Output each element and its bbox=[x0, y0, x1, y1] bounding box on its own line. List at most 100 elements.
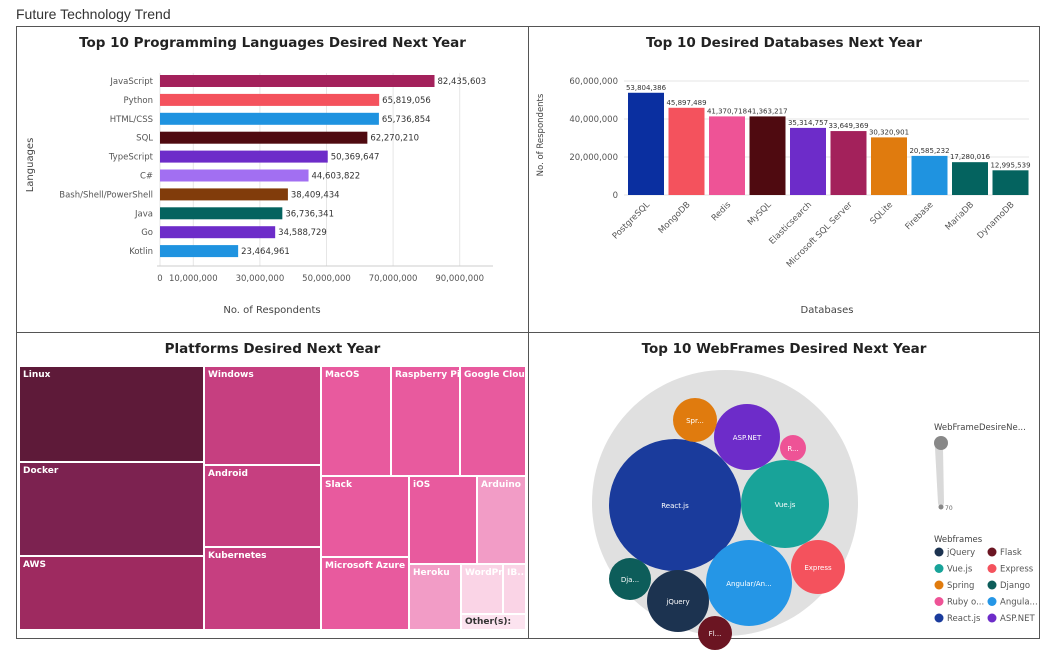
treemap-tile-linux[interactable]: Linux bbox=[19, 366, 204, 462]
data-label: 65,736,854 bbox=[382, 115, 431, 125]
legend-label[interactable]: Spring bbox=[947, 581, 974, 591]
legend-swatch bbox=[934, 613, 944, 623]
y-tick-label: Java bbox=[134, 209, 153, 219]
bar[interactable] bbox=[628, 92, 664, 195]
y-axis-title: No. of Respondents bbox=[536, 93, 546, 176]
treemap-label: Other(s): bbox=[465, 617, 512, 627]
treemap-label: IB... bbox=[507, 568, 526, 578]
platforms-panel: Platforms Desired Next Year Linux Docker… bbox=[17, 333, 529, 638]
bar[interactable] bbox=[992, 170, 1029, 195]
legend-label[interactable]: Ruby o... bbox=[947, 598, 984, 608]
bar[interactable] bbox=[160, 188, 288, 201]
data-label: 23,464,961 bbox=[241, 247, 290, 257]
treemap-tile-android[interactable]: Android bbox=[204, 465, 321, 547]
legend-label[interactable]: jQuery bbox=[946, 548, 975, 558]
x-tick-label: 70,000,000 bbox=[369, 274, 418, 284]
databases-panel: Top 10 Desired Databases Next Year 0 20,0… bbox=[529, 27, 1039, 333]
bar[interactable] bbox=[668, 107, 705, 195]
languages-panel: Top 10 Programming Languages Desired Nex… bbox=[17, 27, 529, 333]
bar[interactable] bbox=[160, 245, 239, 258]
bubble-label: Fl... bbox=[709, 630, 722, 638]
bubble-label: Angular/An... bbox=[726, 580, 771, 588]
data-label: 62,270,210 bbox=[370, 134, 419, 144]
treemap-label: Kubernetes bbox=[208, 551, 267, 561]
x-tick-label: 30,000,000 bbox=[236, 274, 285, 284]
bar[interactable] bbox=[911, 155, 948, 195]
y-tick-label: Kotlin bbox=[129, 247, 153, 257]
bar[interactable] bbox=[749, 116, 786, 195]
y-tick-label: C# bbox=[140, 172, 153, 182]
bubble-aspnet[interactable] bbox=[714, 404, 780, 470]
bar[interactable] bbox=[790, 127, 826, 195]
bubble-label: Spr... bbox=[686, 417, 704, 425]
treemap-tile-kubernetes[interactable]: Kubernetes bbox=[204, 547, 321, 630]
legend-label[interactable]: ASP.NET bbox=[1000, 614, 1035, 624]
treemap-tile-ibm[interactable]: IB... bbox=[503, 564, 526, 614]
size-legend-max-marker bbox=[934, 436, 948, 450]
treemap-tile-windows[interactable]: Windows bbox=[204, 366, 321, 465]
treemap-label: AWS bbox=[23, 560, 46, 570]
bubble-express[interactable] bbox=[791, 540, 845, 594]
bubble-angular[interactable] bbox=[706, 540, 792, 626]
bar[interactable] bbox=[160, 169, 309, 182]
y-tick-label: HTML/CSS bbox=[110, 115, 153, 125]
legend-label[interactable]: Express bbox=[1000, 565, 1034, 575]
treemap-tile-slack[interactable]: Slack bbox=[321, 476, 409, 557]
bubble-react[interactable] bbox=[609, 439, 741, 571]
data-label: 12,995,539 bbox=[990, 161, 1030, 169]
bar[interactable] bbox=[952, 162, 988, 195]
bubble-label: Dja... bbox=[621, 576, 639, 584]
bar[interactable] bbox=[160, 226, 276, 239]
legend-label[interactable]: Flask bbox=[1000, 548, 1022, 558]
data-label: 30,320,901 bbox=[869, 128, 909, 136]
x-tick-label: SQLite bbox=[868, 200, 895, 227]
bubble-django[interactable] bbox=[609, 558, 651, 600]
treemap-label: Docker bbox=[23, 466, 59, 476]
size-legend-min-marker bbox=[938, 504, 944, 510]
treemap-label: Android bbox=[208, 469, 248, 479]
treemap-tile-others[interactable]: Other(s): bbox=[461, 614, 526, 630]
legend-label[interactable]: React.js bbox=[947, 614, 981, 624]
y-tick-label: 60,000,000 bbox=[569, 77, 618, 87]
bubble-jquery[interactable] bbox=[647, 570, 709, 632]
bar[interactable] bbox=[160, 150, 328, 163]
x-tick-label: 50,000,000 bbox=[302, 274, 351, 284]
treemap-tile-ios[interactable]: iOS bbox=[409, 476, 477, 564]
treemap-tile-macos[interactable]: MacOS bbox=[321, 366, 391, 476]
bubble-label: jQuery bbox=[665, 598, 689, 606]
bar[interactable] bbox=[160, 93, 380, 106]
webframes-chart-title: Top 10 WebFrames Desired Next Year bbox=[641, 341, 927, 357]
legend-label[interactable]: Angula... bbox=[1000, 598, 1038, 608]
bar[interactable] bbox=[830, 131, 867, 195]
x-tick-label: 90,000,000 bbox=[435, 274, 484, 284]
data-label: 53,804,386 bbox=[626, 84, 667, 92]
treemap-label: Heroku bbox=[413, 568, 450, 578]
bar[interactable] bbox=[871, 137, 907, 195]
treemap-tile-microsoft-azure[interactable]: Microsoft Azure bbox=[321, 557, 409, 630]
bar[interactable] bbox=[160, 75, 435, 87]
treemap-tile-heroku[interactable]: Heroku bbox=[409, 564, 461, 630]
treemap-tile-arduino[interactable]: Arduino bbox=[477, 476, 526, 564]
data-label: 20,585,232 bbox=[909, 147, 949, 155]
bar[interactable] bbox=[160, 131, 368, 144]
treemap-tile-docker[interactable]: Docker bbox=[19, 462, 204, 556]
bubble-flask[interactable] bbox=[698, 616, 732, 650]
treemap-tile-wordpress[interactable]: WordPr... bbox=[461, 564, 503, 614]
bubble-spring[interactable] bbox=[673, 398, 717, 442]
data-label: 34,588,729 bbox=[278, 228, 327, 238]
page-title: Future Technology Trend bbox=[16, 6, 171, 22]
treemap-label: Arduino bbox=[481, 480, 521, 490]
bar[interactable] bbox=[160, 112, 379, 125]
legend-label[interactable]: Django bbox=[1000, 581, 1030, 591]
data-label: 44,603,822 bbox=[312, 172, 361, 182]
bar[interactable] bbox=[160, 207, 283, 220]
treemap-tile-raspberry-pi[interactable]: Raspberry Pi bbox=[391, 366, 460, 476]
legend-label[interactable]: Vue.js bbox=[947, 565, 973, 575]
bubble-vuejs[interactable] bbox=[741, 460, 829, 548]
treemap-label: Microsoft Azure bbox=[325, 561, 406, 571]
bubble-ruby[interactable] bbox=[780, 435, 806, 461]
bar[interactable] bbox=[709, 116, 745, 195]
treemap-tile-google-cloud[interactable]: Google Cloud ... bbox=[460, 366, 526, 476]
treemap-tile-aws[interactable]: AWS bbox=[19, 556, 204, 630]
data-label: 33,649,369 bbox=[828, 122, 868, 130]
